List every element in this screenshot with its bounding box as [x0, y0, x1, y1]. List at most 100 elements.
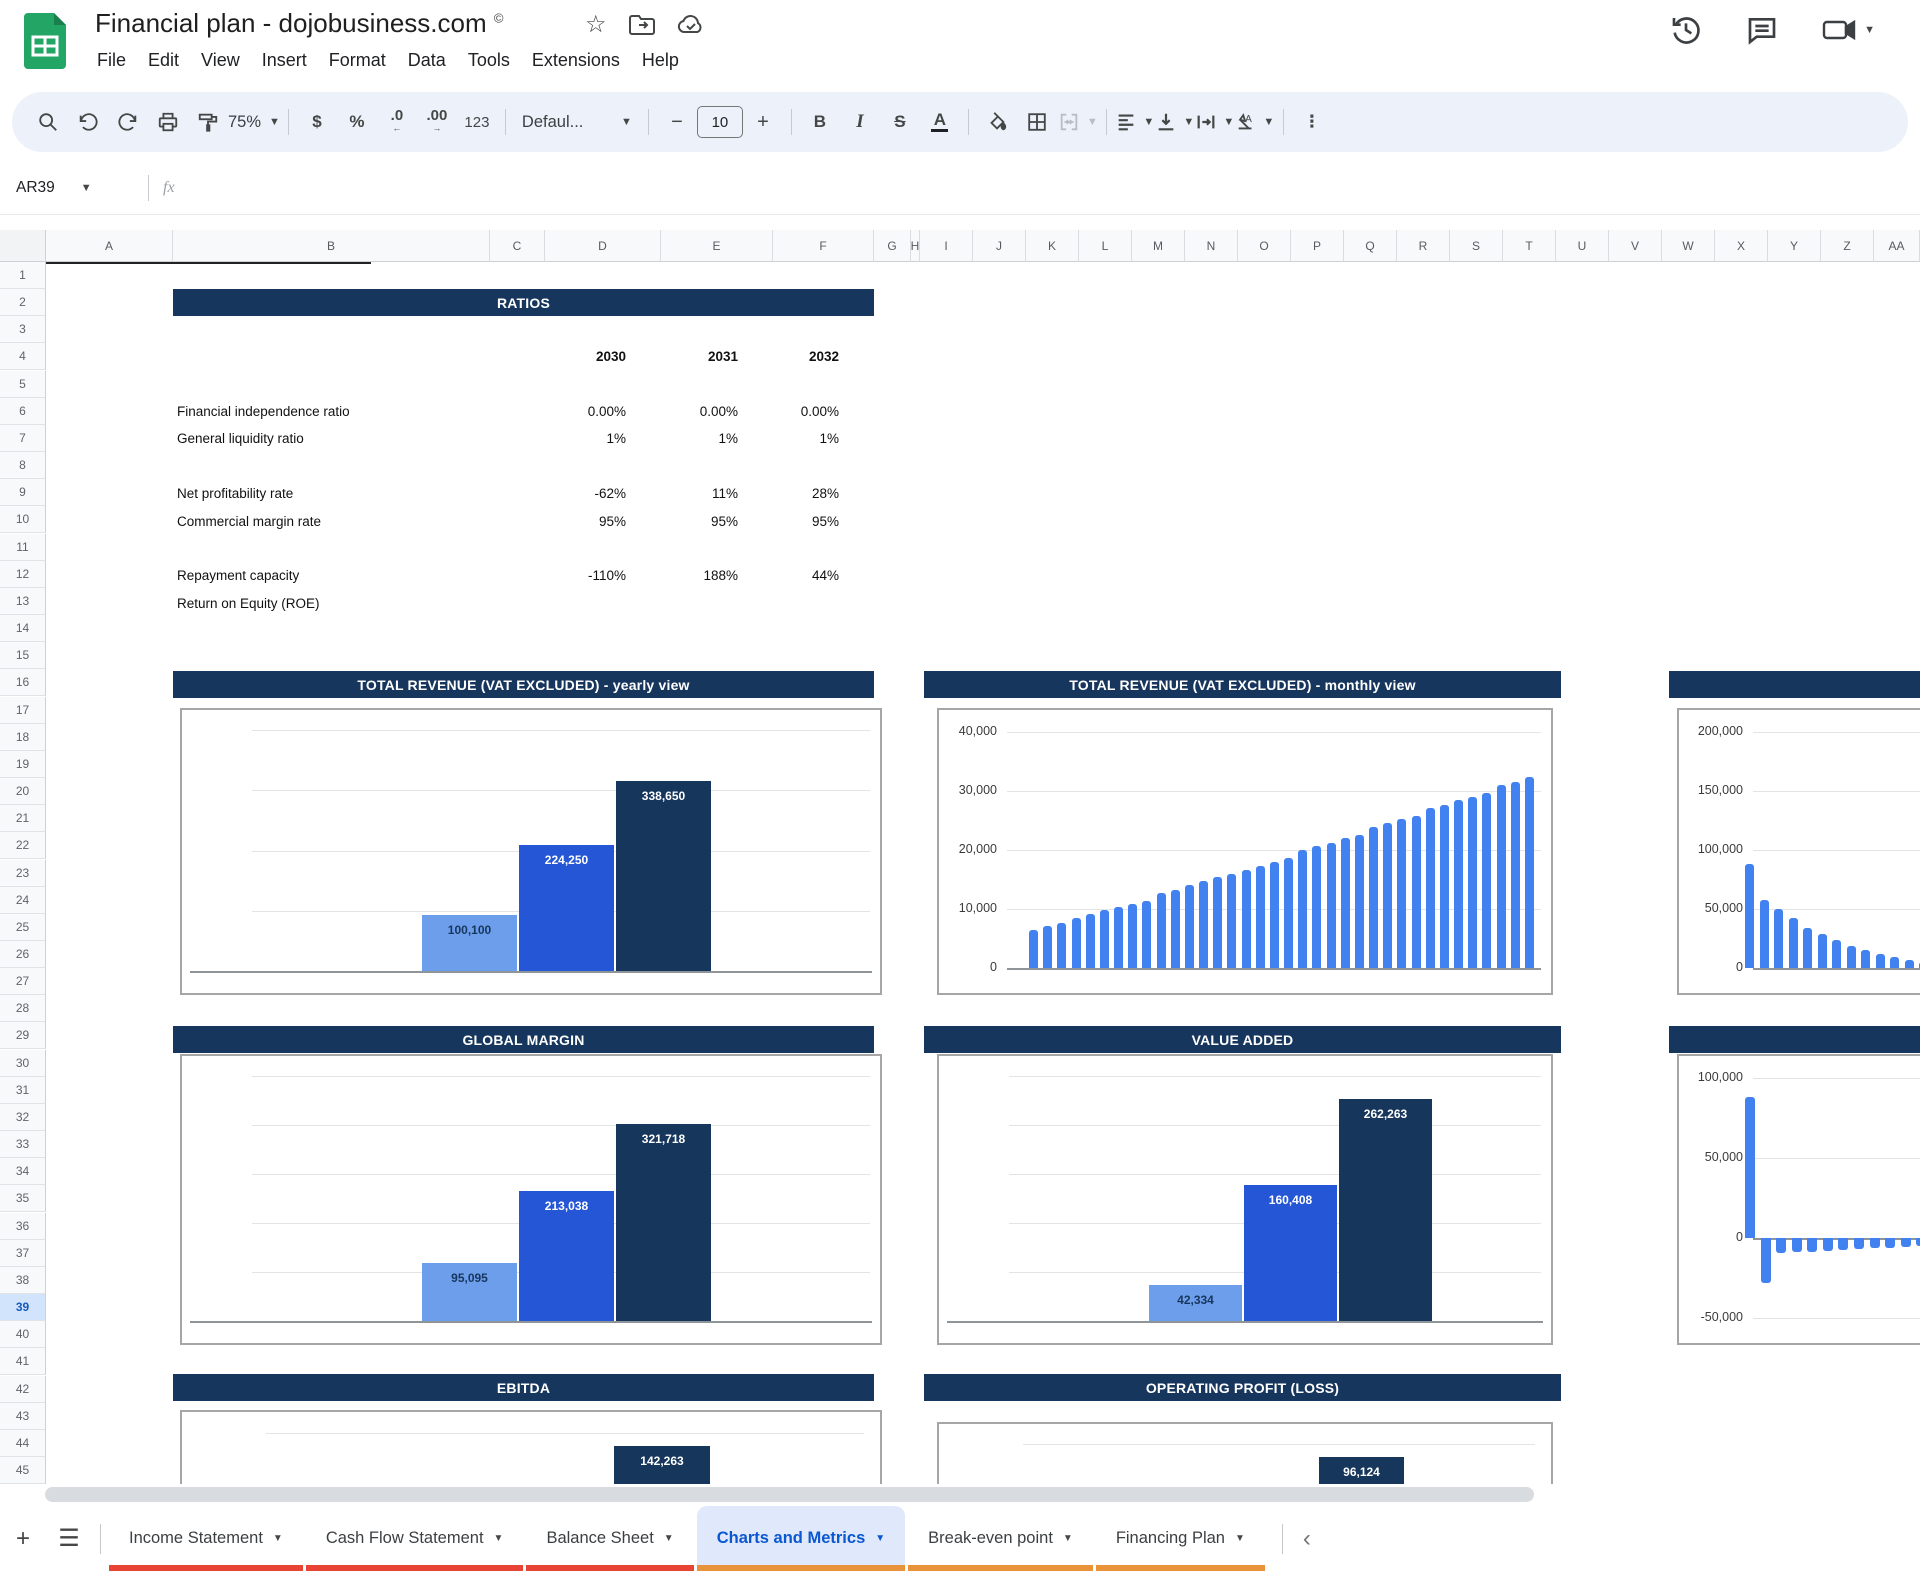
merge-cells-button[interactable]: ▼	[1057, 102, 1098, 142]
row-header-12[interactable]: 12	[0, 561, 46, 588]
column-header-P[interactable]: P	[1291, 230, 1344, 262]
cloud-saved-icon[interactable]	[677, 14, 705, 35]
italic-button[interactable]: I	[856, 111, 864, 132]
tab-caret-icon[interactable]: ▼	[875, 1533, 886, 1544]
menu-file[interactable]: File	[97, 50, 127, 70]
chart-right-top-partial[interactable]: 0 50,000 100,000 150,000 200,000	[1677, 708, 1920, 995]
horizontal-scrollbar[interactable]	[45, 1487, 1534, 1502]
row-header-2[interactable]: 2	[0, 289, 46, 316]
chart-right-bottom-partial[interactable]: -50,000 0 50,000 100,000	[1677, 1054, 1920, 1345]
row-header-44[interactable]: 44	[0, 1430, 46, 1457]
column-header-W[interactable]: W	[1662, 230, 1715, 262]
row-header-23[interactable]: 23	[0, 860, 46, 887]
tab-income-statement[interactable]: Income Statement ▼	[109, 1506, 303, 1571]
number-format-button[interactable]: 123	[464, 113, 490, 131]
column-header-K[interactable]: K	[1026, 230, 1079, 262]
chart-total-revenue-monthly[interactable]: 0 10,000 20,000 30,000 40,000	[937, 708, 1553, 995]
tab-charts-and-metrics[interactable]: Charts and Metrics ▼	[696, 1506, 906, 1571]
text-rotation-button[interactable]: A ▼	[1235, 102, 1275, 142]
column-header-J[interactable]: J	[973, 230, 1026, 262]
column-header-F[interactable]: F	[773, 230, 874, 262]
star-icon[interactable]: ☆	[585, 11, 607, 38]
menu-view[interactable]: View	[201, 50, 240, 70]
name-box[interactable]: AR39 ▼	[16, 179, 92, 196]
vertical-align-button[interactable]: ▼	[1155, 102, 1195, 142]
column-header-Q[interactable]: Q	[1344, 230, 1397, 262]
column-header-C[interactable]: C	[490, 230, 545, 262]
row-header-33[interactable]: 33	[0, 1131, 46, 1158]
row-header-45[interactable]: 45	[0, 1457, 46, 1484]
row-header-24[interactable]: 24	[0, 887, 46, 914]
decrease-font-size-button[interactable]: −	[671, 110, 683, 133]
row-header-41[interactable]: 41	[0, 1348, 46, 1375]
meet-dropdown-caret-icon[interactable]: ▼	[1864, 24, 1875, 36]
chart-value-added[interactable]: 42,334 160,408 262,263	[937, 1054, 1553, 1345]
column-header-D[interactable]: D	[545, 230, 661, 262]
menu-help[interactable]: Help	[641, 50, 679, 70]
paint-format-button[interactable]	[188, 102, 228, 142]
row-header-19[interactable]: 19	[0, 751, 46, 778]
chart-global-margin[interactable]: 95,095 213,038 321,718	[180, 1054, 882, 1345]
menu-data[interactable]: Data	[407, 50, 446, 70]
format-percent-button[interactable]: %	[349, 112, 365, 131]
row-header-6[interactable]: 6	[0, 398, 46, 425]
menu-format[interactable]: Format	[328, 50, 386, 70]
tab-scroll-left-icon[interactable]: ‹	[1302, 1524, 1311, 1552]
row-header-14[interactable]: 14	[0, 615, 46, 642]
text-color-button[interactable]: A	[920, 102, 960, 142]
column-header-S[interactable]: S	[1450, 230, 1503, 262]
search-menus-button[interactable]	[28, 102, 68, 142]
row-header-3[interactable]: 3	[0, 316, 46, 343]
row-header-39[interactable]: 39	[0, 1294, 46, 1321]
row-header-11[interactable]: 11	[0, 534, 46, 561]
row-header-35[interactable]: 35	[0, 1185, 46, 1212]
row-header-28[interactable]: 28	[0, 995, 46, 1022]
strikethrough-button[interactable]: S	[894, 112, 906, 131]
row-header-25[interactable]: 25	[0, 914, 46, 941]
tab-caret-icon[interactable]: ▼	[1062, 1533, 1073, 1544]
row-header-37[interactable]: 37	[0, 1240, 46, 1267]
column-header-U[interactable]: U	[1556, 230, 1609, 262]
column-header-E[interactable]: E	[661, 230, 773, 262]
row-header-18[interactable]: 18	[0, 724, 46, 751]
increase-decimal-button[interactable]: .00 →	[426, 107, 448, 133]
tab-caret-icon[interactable]: ▼	[272, 1533, 283, 1544]
borders-button[interactable]	[1017, 102, 1057, 142]
row-header-32[interactable]: 32	[0, 1104, 46, 1131]
print-button[interactable]	[148, 102, 188, 142]
column-header-M[interactable]: M	[1132, 230, 1185, 262]
column-header-Y[interactable]: Y	[1768, 230, 1821, 262]
row-header-26[interactable]: 26	[0, 941, 46, 968]
row-header-13[interactable]: 13	[0, 588, 46, 615]
menu-insert[interactable]: Insert	[261, 50, 307, 70]
column-header-Z[interactable]: Z	[1821, 230, 1874, 262]
meet-video-call-button[interactable]: ▼	[1822, 17, 1875, 43]
comments-icon[interactable]	[1746, 14, 1778, 46]
column-header-T[interactable]: T	[1503, 230, 1556, 262]
row-header-7[interactable]: 7	[0, 425, 46, 452]
row-header-29[interactable]: 29	[0, 1022, 46, 1049]
row-header-34[interactable]: 34	[0, 1158, 46, 1185]
menu-extensions[interactable]: Extensions	[531, 50, 620, 70]
font-select[interactable]: Defaul... ▼	[521, 112, 632, 131]
menu-edit[interactable]: Edit	[148, 50, 180, 70]
row-header-21[interactable]: 21	[0, 805, 46, 832]
document-title[interactable]: Financial plan - dojobusiness.com ©	[95, 8, 504, 38]
redo-button[interactable]	[108, 102, 148, 142]
tab-caret-icon[interactable]: ▼	[1234, 1533, 1245, 1544]
row-header-1[interactable]: 1	[0, 262, 46, 289]
column-header-R[interactable]: R	[1397, 230, 1450, 262]
column-header-H[interactable]: H	[911, 230, 920, 262]
column-header-AA[interactable]: AA	[1874, 230, 1920, 262]
column-header-V[interactable]: V	[1609, 230, 1662, 262]
tab-break-even-point[interactable]: Break-even point ▼	[908, 1506, 1093, 1571]
column-header-B[interactable]: B	[173, 230, 490, 262]
tab-caret-icon[interactable]: ▼	[493, 1533, 504, 1544]
row-header-42[interactable]: 42	[0, 1376, 46, 1403]
row-header-10[interactable]: 10	[0, 506, 46, 533]
row-header-22[interactable]: 22	[0, 832, 46, 859]
add-sheet-button[interactable]: +	[15, 1524, 30, 1552]
decrease-decimal-button[interactable]: .0 ←	[390, 107, 404, 133]
row-header-20[interactable]: 20	[0, 778, 46, 805]
tab-financing-plan[interactable]: Financing Plan ▼	[1095, 1506, 1265, 1571]
